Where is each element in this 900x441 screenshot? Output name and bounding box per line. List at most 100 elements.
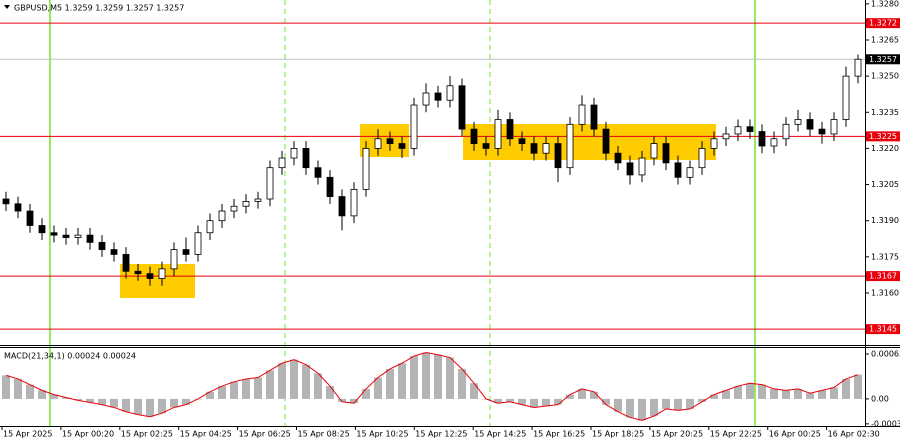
macd-bar — [218, 386, 226, 399]
candle-body — [590, 104, 598, 130]
candle-body — [86, 234, 94, 243]
macd-bar — [278, 363, 286, 399]
macd-bar — [530, 398, 538, 408]
x-tick-label: 15 Apr 08:25 — [298, 430, 350, 439]
macd-bar — [74, 398, 82, 401]
macd-bar — [458, 368, 466, 399]
x-tick-label: 16 Apr 00:25 — [769, 430, 821, 439]
candle-body — [14, 203, 22, 212]
candle-body — [110, 249, 118, 255]
macd-bar — [158, 398, 166, 414]
macd-bar — [806, 393, 814, 399]
level-label-box — [866, 131, 900, 142]
macd-bar — [50, 394, 58, 399]
macd-bar — [62, 397, 70, 399]
candle-body — [650, 143, 658, 159]
level-label-box — [866, 271, 900, 282]
candle-body — [230, 205, 238, 212]
macd-bar — [746, 383, 754, 399]
macd-bar — [314, 373, 322, 399]
candle-body — [542, 143, 550, 154]
candle-body — [746, 126, 754, 132]
last-price-label: 1.3257 — [869, 55, 897, 64]
last-price-box — [866, 54, 900, 65]
macd-bar — [362, 388, 370, 399]
zone — [463, 124, 716, 160]
candle-body — [362, 148, 370, 190]
macd-bar — [290, 359, 298, 399]
chart-title: GBPUSD,M5 1.3259 1.3259 1.3257 1.3257 — [14, 4, 184, 13]
macd-bar — [350, 398, 358, 404]
candle-body — [302, 148, 310, 169]
candle-body — [218, 210, 226, 222]
macd-bar — [770, 388, 778, 399]
candle-body — [26, 210, 34, 226]
macd-bar — [638, 398, 646, 421]
x-tick-label: 15 Apr 00:20 — [62, 430, 114, 439]
candle-body — [206, 220, 214, 234]
macd-bar — [410, 356, 418, 399]
candle-body — [278, 157, 286, 169]
x-tick-label: 15 Apr 02:25 — [121, 430, 173, 439]
candle-body — [818, 128, 826, 135]
macd-bar — [506, 398, 514, 402]
macd-bar — [14, 378, 22, 399]
level-label: 1.3272 — [869, 19, 897, 28]
candle-body — [830, 119, 838, 135]
y-tick-label: 1.3235 — [871, 108, 899, 117]
macd-bar — [578, 388, 586, 399]
macd-bar — [554, 398, 562, 405]
y-tick-label: 0.00063 — [871, 349, 900, 358]
macd-bar — [266, 370, 274, 399]
macd-bar — [230, 381, 238, 399]
macd-bar — [794, 388, 802, 399]
candle-body — [254, 198, 262, 202]
macd-bar — [434, 354, 442, 399]
y-tick-label: 1.3250 — [871, 72, 899, 81]
candle-body — [314, 167, 322, 178]
candle-body — [698, 148, 706, 169]
y-tick-label: 1.3205 — [871, 180, 899, 189]
level-label-box — [866, 18, 900, 29]
candle-body — [182, 249, 190, 255]
candle-body — [626, 162, 634, 176]
candle-body — [374, 138, 382, 149]
candle-body — [506, 119, 514, 140]
candle-body — [578, 104, 586, 125]
y-tick-label: 0.00 — [871, 394, 889, 403]
candle-body — [770, 138, 778, 147]
candle-body — [614, 152, 622, 164]
candle-body — [326, 176, 334, 197]
x-tick-label: 15 Apr 2025 — [3, 430, 52, 439]
candle-body — [602, 128, 610, 154]
macd-bar — [182, 398, 190, 405]
macd-bar — [206, 391, 214, 399]
x-tick-label: 15 Apr 12:25 — [415, 430, 467, 439]
macd-line — [5, 352, 859, 421]
candle-body — [350, 188, 358, 217]
menu-arrow[interactable] — [4, 5, 10, 9]
candle-body — [734, 126, 742, 135]
macd-bar — [326, 386, 334, 399]
candle-body — [566, 123, 574, 169]
macd-bar — [98, 398, 106, 405]
y-tick-label: 1.3220 — [871, 144, 899, 153]
macd-bar — [518, 398, 526, 405]
macd-bar — [710, 394, 718, 399]
macd-bar — [830, 387, 838, 399]
y-tick-label: 1.3175 — [871, 252, 899, 261]
x-tick-label: 15 Apr 10:25 — [356, 430, 408, 439]
candle-body — [290, 148, 298, 159]
y-tick-label: -0.00035 — [871, 419, 900, 428]
x-tick-label: 15 Apr 06:25 — [239, 430, 291, 439]
candle-body — [638, 157, 646, 176]
macd-bar — [734, 386, 742, 399]
macd-bar — [86, 398, 94, 403]
y-tick-label: 1.3280 — [871, 0, 899, 8]
candle-body — [434, 92, 442, 101]
macd-bar — [566, 394, 574, 399]
candle-body — [482, 143, 490, 149]
level-label: 1.3167 — [869, 272, 897, 281]
candle-body — [458, 85, 466, 130]
